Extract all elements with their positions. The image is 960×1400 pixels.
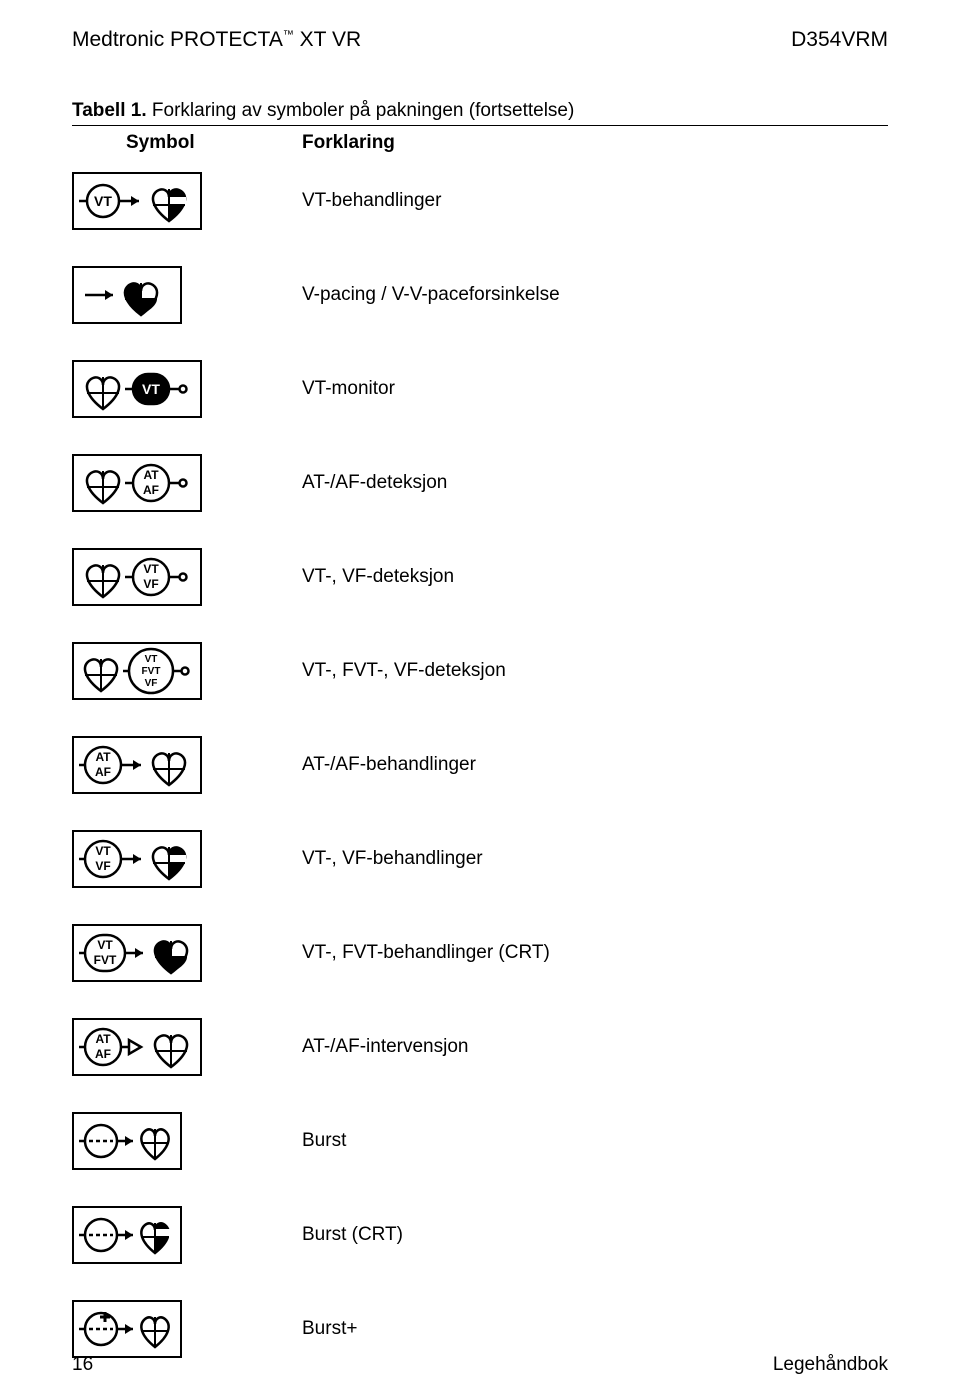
table-row: VT FVT VT-, FVT-behandlinger (CRT) xyxy=(72,924,888,982)
book-title: Legehåndbok xyxy=(773,1354,888,1376)
trademark-symbol: ™ xyxy=(283,29,294,41)
svg-text:VT: VT xyxy=(143,562,159,576)
row-label: VT-behandlinger xyxy=(302,190,441,212)
svg-text:AT: AT xyxy=(95,750,111,764)
column-headers: Symbol Forklaring xyxy=(72,132,888,154)
symbol-at-af-intervensjon-icon: AT AF xyxy=(72,1018,202,1076)
svg-text:VF: VF xyxy=(143,577,158,591)
svg-text:VT: VT xyxy=(142,381,160,397)
svg-text:VF: VF xyxy=(145,678,158,689)
page-footer: 16 Legehåndbok xyxy=(72,1354,888,1376)
svg-text:VT: VT xyxy=(94,193,112,209)
table-title: Forklaring av symboler på pakningen (for… xyxy=(152,100,574,121)
svg-text:AF: AF xyxy=(95,765,111,779)
symbol-burst-crt-icon xyxy=(72,1206,182,1264)
table-row: AT AF AT-/AF-intervensjon xyxy=(72,1018,888,1076)
svg-text:FVT: FVT xyxy=(94,953,117,967)
table-row: Burst (CRT) xyxy=(72,1206,888,1264)
table-row: Burst+ xyxy=(72,1300,888,1358)
svg-text:VT: VT xyxy=(95,844,111,858)
row-label: VT-monitor xyxy=(302,378,395,400)
product-name-suffix: XT VR xyxy=(294,28,361,51)
symbol-vt-vf-deteksjon-icon: VT VF xyxy=(72,548,202,606)
svg-text:AF: AF xyxy=(143,483,159,497)
row-label: AT-/AF-behandlinger xyxy=(302,754,476,776)
svg-text:FVT: FVT xyxy=(142,666,161,677)
svg-text:AT: AT xyxy=(95,1032,111,1046)
table-row: VT VT-monitor xyxy=(72,360,888,418)
symbol-vt-monitor-icon: VT xyxy=(72,360,202,418)
symbol-at-af-deteksjon-icon: AT AF xyxy=(72,454,202,512)
col-header-symbol: Symbol xyxy=(72,132,302,154)
row-label: AT-/AF-deteksjon xyxy=(302,472,447,494)
product-name-prefix: Medtronic PROTECTA xyxy=(72,28,283,51)
symbol-burst-icon xyxy=(72,1112,182,1170)
row-label: Burst xyxy=(302,1130,346,1152)
symbol-v-pacing-icon xyxy=(72,266,182,324)
row-label: VT-, FVT-behandlinger (CRT) xyxy=(302,942,550,964)
symbol-at-af-behandlinger-icon: AT AF xyxy=(72,736,202,794)
table-row: VT VF VT-, VF-deteksjon xyxy=(72,548,888,606)
row-label: V-pacing / V-V-paceforsinkelse xyxy=(302,284,560,306)
symbol-vt-fvt-vf-deteksjon-icon: VT FVT VF xyxy=(72,642,202,700)
row-label: VT-, VF-deteksjon xyxy=(302,566,454,588)
table-row: AT AF AT-/AF-deteksjon xyxy=(72,454,888,512)
row-label: VT-, FVT-, VF-deteksjon xyxy=(302,660,506,682)
model-number: D354VRM xyxy=(791,28,888,52)
table-row: VT VF VT-, VF-behandlinger xyxy=(72,830,888,888)
page-number: 16 xyxy=(72,1354,93,1376)
row-label: Burst (CRT) xyxy=(302,1224,403,1246)
page-header: Medtronic PROTECTA™ XT VR D354VRM xyxy=(72,28,888,52)
symbol-burst-plus-icon xyxy=(72,1300,182,1358)
table-row: AT AF AT-/AF-behandlinger xyxy=(72,736,888,794)
svg-text:AF: AF xyxy=(95,1047,111,1061)
product-name: Medtronic PROTECTA™ XT VR xyxy=(72,28,361,52)
table-number: Tabell 1. xyxy=(72,100,152,121)
symbol-vt-fvt-crt-icon: VT FVT xyxy=(72,924,202,982)
row-label: Burst+ xyxy=(302,1318,357,1340)
col-header-forklaring: Forklaring xyxy=(302,132,395,154)
svg-text:VT: VT xyxy=(145,654,158,665)
row-label: VT-, VF-behandlinger xyxy=(302,848,483,870)
row-label: AT-/AF-intervensjon xyxy=(302,1036,468,1058)
symbol-vt-vf-behandlinger-icon: VT VF xyxy=(72,830,202,888)
table-row: VT FVT VF VT-, FVT-, VF-deteksjon xyxy=(72,642,888,700)
svg-text:AT: AT xyxy=(143,468,159,482)
svg-text:VF: VF xyxy=(95,859,110,873)
table-row: V-pacing / V-V-paceforsinkelse xyxy=(72,266,888,324)
table-caption: Tabell 1. Forklaring av symboler på pakn… xyxy=(72,100,888,126)
symbol-vt-behandlinger-icon: VT xyxy=(72,172,202,230)
svg-text:VT: VT xyxy=(97,938,113,952)
table-row: VT VT-behandlinger xyxy=(72,172,888,230)
table-row: Burst xyxy=(72,1112,888,1170)
